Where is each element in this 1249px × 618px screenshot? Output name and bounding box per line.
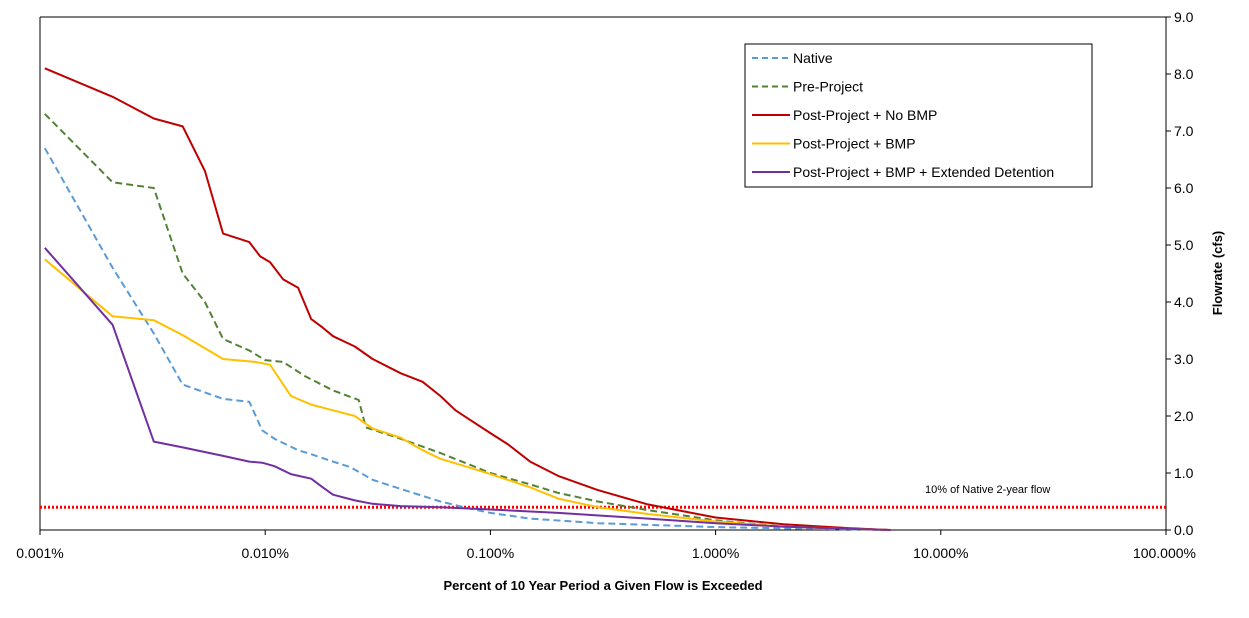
y-tick-label: 3.0 xyxy=(1174,351,1194,367)
y-tick-label: 4.0 xyxy=(1174,294,1194,310)
legend-box xyxy=(744,43,1093,188)
series-line-1 xyxy=(43,147,891,531)
x-tick-label: 100.000% xyxy=(1133,545,1196,561)
series-line-4 xyxy=(44,258,891,531)
y-tick-label: 0.0 xyxy=(1174,522,1194,538)
y-axis-title: Flowrate (cfs) xyxy=(1210,231,1225,316)
legend-label: Pre-Project xyxy=(793,79,863,95)
axes-group: 0.0 1.0 2.0 3.0 4.0 5.0 6.0 7.0 8.0 9.0 0.001% 0.01… xyxy=(16,9,1196,561)
x-axis-title: Percent of 10 Year Period a Given Flow i… xyxy=(443,578,762,593)
x-tick-label: 10.000% xyxy=(913,545,968,561)
legend-label: Post-Project + BMP xyxy=(793,136,916,152)
y-tick-label: 2.0 xyxy=(1174,408,1194,424)
legend-label: Native xyxy=(793,50,833,66)
x-tick-label: 0.001% xyxy=(16,545,63,561)
series-line-5 xyxy=(44,247,891,531)
y-tick-label: 1.0 xyxy=(1174,465,1194,481)
y-tick-label: 5.0 xyxy=(1174,237,1194,253)
legend-label: Post-Project + BMP + Extended Detention xyxy=(793,164,1054,180)
y-tick-label: 7.0 xyxy=(1174,123,1194,139)
series-line-3 xyxy=(44,67,891,531)
y-tick-label: 8.0 xyxy=(1174,66,1194,82)
series-group xyxy=(43,67,891,531)
x-tick-label: 1.000% xyxy=(692,545,739,561)
x-tick-label: 0.010% xyxy=(241,545,288,561)
y-tick-label: 9.0 xyxy=(1174,9,1194,25)
reference-line-label: 10% of Native 2-year flow xyxy=(925,484,1050,496)
reference-line-group: 10% of Native 2-year flow xyxy=(40,484,1166,509)
y-tick-label: 6.0 xyxy=(1174,180,1194,196)
x-tick-label: 0.100% xyxy=(467,545,514,561)
legend-label: Post-Project + No BMP xyxy=(793,107,937,123)
series-line-2 xyxy=(44,113,891,531)
legend: Native Pre-Project Post-Project + No BMP Po… xyxy=(744,43,1093,188)
